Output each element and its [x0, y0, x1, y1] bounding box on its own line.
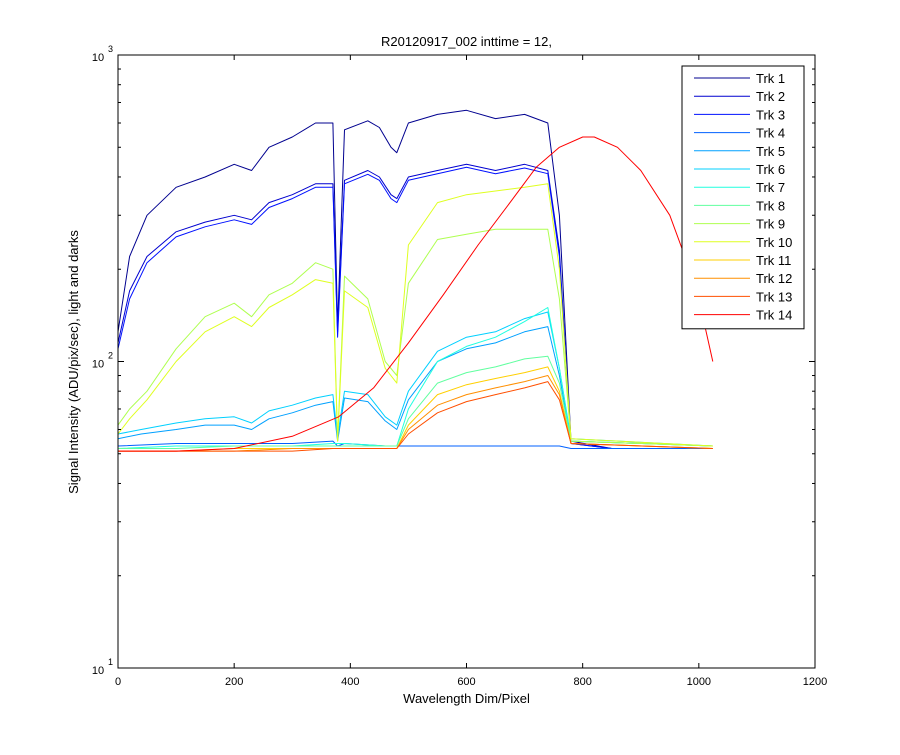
x-tick-label: 1000	[687, 676, 711, 688]
legend-label: Trk 8	[756, 198, 785, 213]
series-line-trk-10	[117, 183, 713, 447]
legend-label: Trk 7	[756, 180, 785, 195]
legend-label: Trk 12	[756, 271, 792, 286]
series-line-trk-11	[118, 366, 713, 452]
series-line-trk-13	[118, 381, 713, 452]
series-line-trk-6	[117, 311, 713, 447]
y-tick-exponent: 1	[108, 657, 113, 667]
legend-label: Trk 2	[756, 89, 785, 104]
y-tick-exponent: 3	[108, 44, 113, 54]
legend-label: Trk 11	[756, 253, 791, 268]
series-line-trk-5	[117, 326, 713, 447]
x-tick-label: 600	[457, 676, 475, 688]
legend-label: Trk 4	[756, 126, 785, 141]
series-line-trk-8	[118, 355, 713, 449]
legend-label: Trk 1	[756, 71, 785, 86]
x-axis-label: Wavelength Dim/Pixel	[403, 691, 530, 706]
x-tick-label: 400	[341, 676, 359, 688]
legend-label: Trk 3	[756, 107, 785, 122]
x-axis: 0 200 400 600 800 1000 1200	[115, 55, 827, 688]
y-tick-label: 10	[92, 52, 104, 64]
series-line-trk-12	[118, 375, 713, 452]
legend-box	[681, 65, 805, 330]
legend-label: Trk 14	[756, 308, 792, 323]
series-line-trk-14	[118, 136, 714, 452]
legend-label: Trk 5	[756, 144, 785, 159]
chart-title: R20120917_002 inttime = 12,	[381, 34, 552, 49]
series-line-trk-1	[117, 109, 713, 449]
series-layer	[117, 109, 714, 452]
series-line-trk-9	[117, 228, 713, 447]
x-tick-label: 200	[225, 676, 243, 688]
x-tick-label: 800	[573, 676, 591, 688]
legend-label: Trk 9	[756, 217, 785, 232]
y-tick-label: 10	[92, 665, 104, 677]
y-tick-exponent: 2	[108, 351, 113, 361]
y-axis: 10 1 10 2 10 3	[92, 44, 815, 677]
y-tick-label: 10	[92, 359, 104, 371]
legend-label: Trk 13	[756, 289, 792, 304]
y-axis-label: Signal Intensity (ADU/pix/sec), light an…	[66, 230, 81, 494]
legend-label: Trk 10	[756, 235, 792, 250]
x-tick-label: 1200	[803, 676, 827, 688]
legend: Trk 1 Trk 2 Trk 3 Trk 4 Trk 5 Trk 6 Trk 7 Trk 8…	[681, 65, 805, 330]
legend-label: Trk 6	[756, 162, 785, 177]
x-tick-label: 0	[115, 676, 121, 688]
